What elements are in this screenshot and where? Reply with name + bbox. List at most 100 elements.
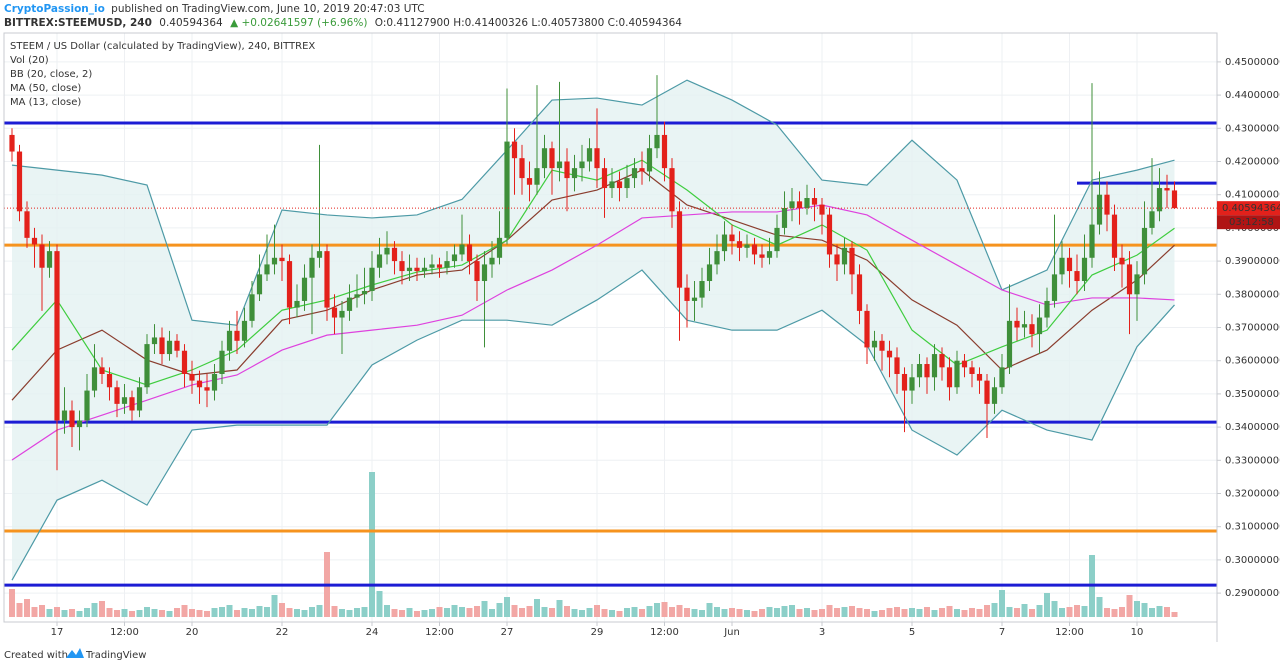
volume-bar (721, 609, 728, 617)
author[interactable]: CryptoPassion_io (4, 3, 105, 15)
candle-body (1006, 320, 1013, 368)
candle-body (924, 364, 930, 378)
volume-bar (159, 610, 165, 617)
volume-bar (999, 590, 1005, 617)
volume-bar (1036, 605, 1043, 617)
candle-body (961, 360, 968, 368)
footer-brand[interactable]: TradingView (85, 650, 146, 661)
candle-body (841, 247, 848, 265)
indicator-line (11, 79, 1175, 326)
candle-body (751, 244, 758, 255)
candle-body (24, 211, 30, 238)
candle-body (1119, 257, 1125, 265)
volume-bar (399, 610, 405, 617)
candle-body (181, 350, 188, 374)
volume-bar (429, 609, 435, 617)
volume-bar (1149, 608, 1155, 617)
volume-bar (136, 610, 143, 617)
candle-body (781, 207, 788, 228)
x-tick-label: 3 (819, 627, 825, 638)
candle-body (189, 373, 195, 381)
candle-body (1149, 211, 1155, 228)
candle-body (76, 420, 83, 428)
candle-body (1066, 257, 1073, 272)
candle-body (1156, 188, 1163, 212)
candle-body (676, 211, 683, 288)
volume-bar (1164, 607, 1170, 617)
volume-bar (789, 605, 795, 617)
volume-bar (1156, 606, 1163, 617)
volume-bar (594, 605, 600, 617)
candle-body (616, 181, 623, 189)
volume-bar (174, 608, 180, 617)
volume-bar (1081, 606, 1088, 617)
candle-body (1081, 257, 1088, 282)
chart-title: STEEM / US Dollar (calculated by Trading… (10, 41, 315, 52)
candle-body (144, 344, 150, 388)
candle-body (586, 148, 593, 162)
candle-body (564, 161, 570, 179)
volume-bar (1104, 608, 1110, 617)
ohlc: O:0.41127900 H:0.41400326 L:0.40573800 C… (375, 17, 682, 29)
candle-body (594, 148, 600, 169)
volume-bar (781, 606, 788, 617)
indicator-line (11, 169, 1175, 401)
volume-bar (406, 608, 413, 617)
candle-body (601, 168, 608, 189)
candle-body (339, 310, 345, 318)
volume-bar (684, 608, 690, 617)
candle-body (114, 387, 120, 404)
volume-bar (271, 595, 278, 617)
candle-body (1089, 224, 1095, 258)
volume-bar (961, 610, 968, 617)
candle-body (819, 204, 825, 215)
y-tick-label: 0.39000000 (1225, 256, 1280, 267)
candle-body (984, 380, 990, 404)
volume-bar (391, 609, 398, 617)
volume-bar (1074, 605, 1080, 617)
volume-bar (586, 608, 593, 617)
volume-bar (181, 605, 188, 617)
volume-bar (256, 606, 263, 617)
volume-bar (946, 606, 953, 617)
candle-body (804, 198, 810, 208)
volume-bar (114, 610, 120, 617)
candle-body (954, 360, 960, 388)
candle-body (481, 264, 488, 282)
candle-body (256, 274, 263, 295)
indicator-label: MA (50, close) (10, 83, 81, 94)
candle-body (706, 264, 713, 282)
candle-body (669, 168, 675, 212)
candle-body (699, 281, 705, 298)
candle-body (549, 148, 555, 169)
candle-body (946, 367, 953, 388)
candle-body (721, 234, 728, 252)
volume-bar (849, 606, 855, 617)
volume-bar (346, 610, 353, 617)
y-tick-label: 0.45000000 (1225, 57, 1280, 68)
volume-bar (369, 472, 375, 617)
candle-body (541, 148, 548, 169)
candle-body (789, 201, 795, 208)
candle-body (1111, 214, 1118, 258)
header-line: CryptoPassion_io published on TradingVie… (4, 3, 425, 15)
candle-body (31, 237, 38, 245)
volume-bar (631, 607, 638, 617)
volume-bar (519, 608, 525, 617)
volume-bar (894, 607, 900, 617)
volume-bar (909, 608, 915, 617)
volume-bar (294, 609, 300, 617)
candle-body (1074, 271, 1080, 282)
candle-body (174, 340, 180, 351)
volume-bar (129, 611, 135, 617)
volume-bar (504, 597, 510, 617)
candle-body (84, 390, 90, 421)
volume-bar (24, 599, 30, 617)
x-tick-label: 7 (999, 627, 1005, 638)
volume-bar (189, 609, 195, 617)
candle-body (279, 257, 285, 262)
volume-bar (1134, 601, 1140, 617)
candle-body (624, 178, 630, 189)
candle-body (639, 168, 645, 172)
symbol-line: BITTREX:STEEMUSD, 240 0.40594364 ▲ +0.02… (4, 17, 682, 29)
